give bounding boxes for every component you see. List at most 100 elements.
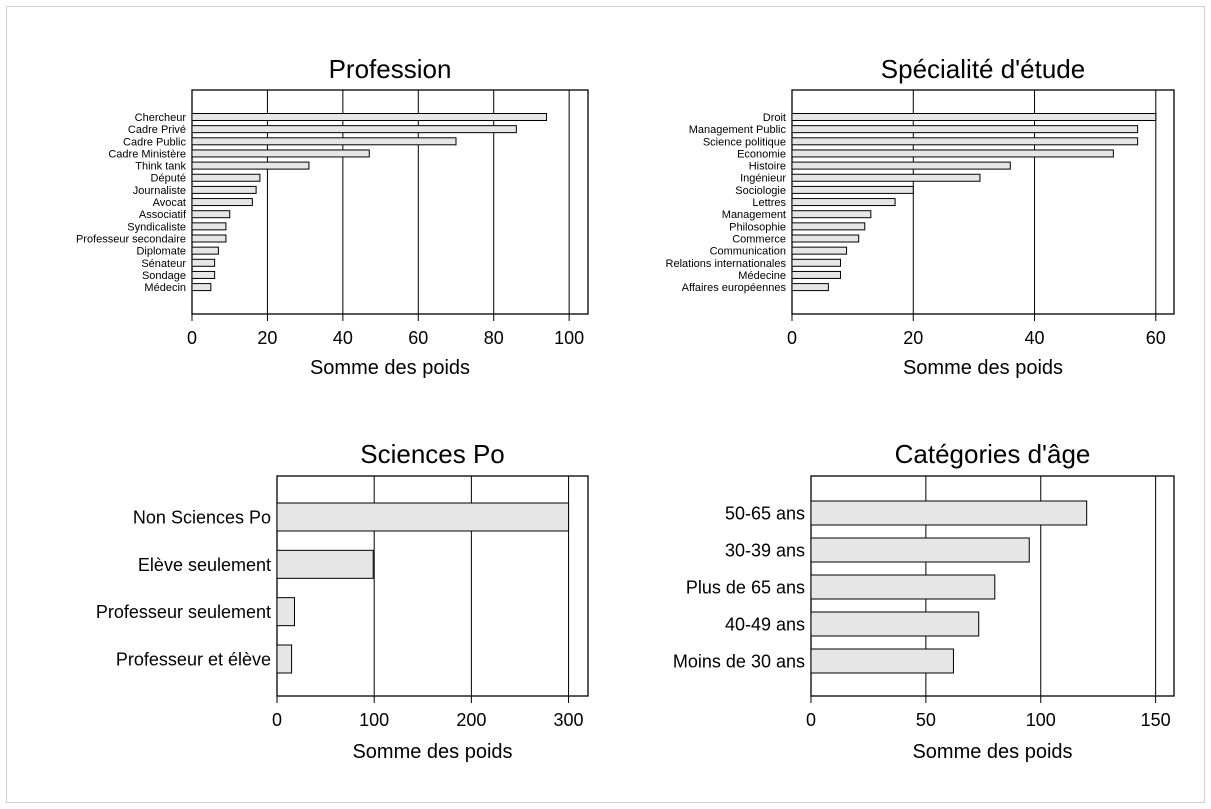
x-axis-label: Somme des poids (912, 741, 1072, 763)
bar (791, 161, 1011, 170)
category-label: 30-39 ans (725, 540, 805, 560)
x-axis-label: Somme des poids (903, 357, 1063, 379)
category-label: Ingénieur (740, 173, 786, 185)
bar (191, 210, 231, 219)
bar (191, 185, 257, 194)
bar (791, 246, 848, 255)
category-label: Plus de 65 ans (686, 577, 805, 597)
bar (191, 283, 212, 292)
chart-panel: 50-65 ans 30-39 ans Plus de 65 ans 40-49 an… (673, 439, 1175, 763)
bar (791, 149, 1114, 158)
category-label: Cadre Public (123, 136, 186, 148)
x-axis-label: Somme des poids (310, 357, 470, 379)
x-tick-label: 0 (787, 328, 797, 348)
x-tick-label: 40 (1025, 328, 1045, 348)
category-label: Communication (710, 246, 786, 258)
figure-frame (6, 6, 1205, 803)
category-label: Commerce (732, 233, 786, 245)
category-label: Chercheur (135, 112, 187, 124)
bar (791, 125, 1139, 134)
x-tick-label: 100 (1026, 710, 1056, 730)
category-label: Economie (737, 148, 786, 160)
chart-title: Catégories d'âge (895, 439, 1091, 469)
x-tick-label: 20 (903, 328, 923, 348)
category-label: Sociologie (735, 185, 786, 197)
category-label: Avocat (153, 197, 186, 209)
category-label: Philosophie (729, 221, 786, 233)
bar (191, 222, 227, 231)
category-label: Histoire (749, 161, 786, 173)
bar (791, 234, 860, 243)
x-tick-label: 100 (554, 328, 584, 348)
bar (191, 173, 261, 182)
bar (791, 258, 842, 267)
x-tick-label: 100 (359, 710, 389, 730)
category-label: Médecin (144, 282, 186, 294)
x-tick-label: 0 (187, 328, 197, 348)
x-tick-label: 150 (1141, 710, 1171, 730)
bar (791, 222, 866, 231)
category-label: Lettres (752, 197, 786, 209)
bar (276, 549, 374, 579)
category-label: Diplomate (136, 246, 186, 258)
x-tick-label: 80 (484, 328, 504, 348)
category-label: Syndicaliste (127, 221, 186, 233)
category-label: Affaires européennes (682, 282, 787, 294)
category-label: Sénateur (141, 258, 186, 270)
category-label: Cadre Ministère (108, 148, 186, 160)
x-tick-label: 40 (333, 328, 353, 348)
category-label: Professeur seulement (96, 602, 271, 622)
category-label: Sondage (142, 270, 186, 282)
category-label: Moins de 30 ans (673, 651, 805, 671)
category-label: Cadre Privé (128, 124, 186, 136)
category-label: Management (722, 209, 786, 221)
category-label: Professeur secondaire (76, 233, 186, 245)
category-label: Droit (763, 112, 786, 124)
bar (191, 258, 216, 267)
category-label: Député (151, 173, 186, 185)
bar (791, 210, 872, 219)
bar (810, 648, 954, 674)
bar (191, 137, 457, 146)
category-label: 40-49 ans (725, 614, 805, 634)
chart-title: Profession (329, 54, 452, 84)
bar (191, 125, 517, 134)
chart-panel: Non Sciences Po Elève seulement Professeur… (96, 439, 589, 763)
bar (791, 113, 1157, 121)
bar (191, 246, 219, 255)
bar (791, 283, 829, 292)
x-tick-label: 50 (916, 710, 936, 730)
x-tick-label: 300 (554, 710, 584, 730)
x-tick-label: 60 (1146, 328, 1166, 348)
x-tick-label: 0 (806, 710, 816, 730)
chart-title: Sciences Po (360, 439, 505, 469)
bar (276, 644, 293, 674)
bar (191, 270, 216, 279)
bar (191, 113, 548, 121)
bar (276, 502, 570, 532)
category-label: Think tank (135, 161, 186, 173)
bar (791, 173, 981, 182)
category-label: Associatif (139, 209, 187, 221)
x-tick-label: 20 (257, 328, 277, 348)
category-label: Elève seulement (138, 555, 271, 575)
category-label: 50-65 ans (725, 503, 805, 523)
chart-title: Spécialité d'étude (881, 54, 1085, 84)
category-label: Médecine (738, 270, 786, 282)
bar (791, 270, 842, 279)
x-tick-label: 200 (456, 710, 486, 730)
bar (791, 198, 896, 207)
x-axis-label: Somme des poids (352, 741, 512, 763)
category-label: Journaliste (133, 185, 186, 197)
category-label: Non Sciences Po (133, 507, 271, 527)
bar (810, 537, 1030, 563)
bar (791, 137, 1139, 146)
bar (191, 234, 227, 243)
bar (791, 185, 914, 194)
bar (810, 574, 996, 600)
bar (810, 611, 980, 637)
bar (810, 500, 1088, 526)
bar (191, 161, 310, 170)
